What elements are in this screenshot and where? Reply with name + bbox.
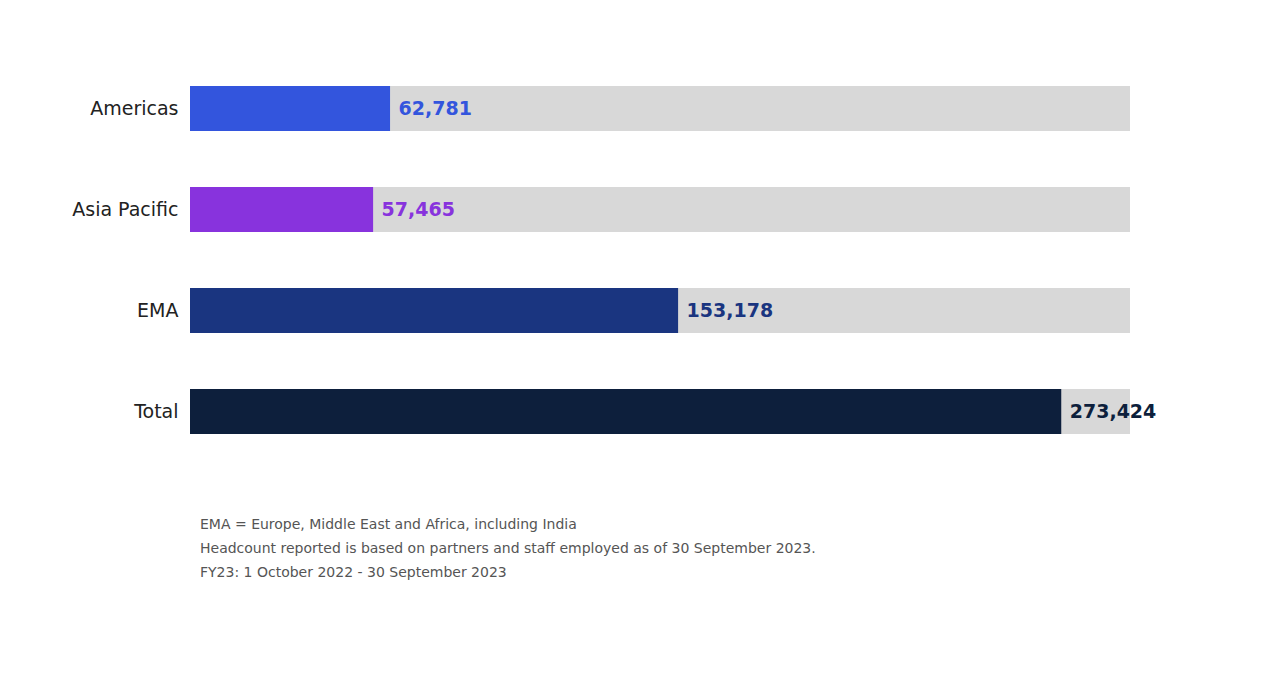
svg-text:Americas: Americas <box>90 97 178 119</box>
html-text:FY23: 1 October 2022 - 30 Sept: FY23: 1 October 2022 - 30 September 2023 <box>200 564 507 580</box>
svg-text:57,465: 57,465 <box>382 198 455 220</box>
html-text:EMA = Europe, Middle East and: EMA = Europe, Middle East and Africa, in… <box>200 516 577 532</box>
svg-text:273,424: 273,424 <box>1070 400 1157 422</box>
svg-text:EMA: EMA <box>137 299 178 321</box>
svg-text:153,178: 153,178 <box>687 299 774 321</box>
svg-text:Total: Total <box>133 400 178 422</box>
html-text:Headcount reported is based on: Headcount reported is based on partners … <box>200 540 816 556</box>
svg-text:Asia Pacific: Asia Pacific <box>72 198 178 220</box>
svg-text:62,781: 62,781 <box>399 97 472 119</box>
